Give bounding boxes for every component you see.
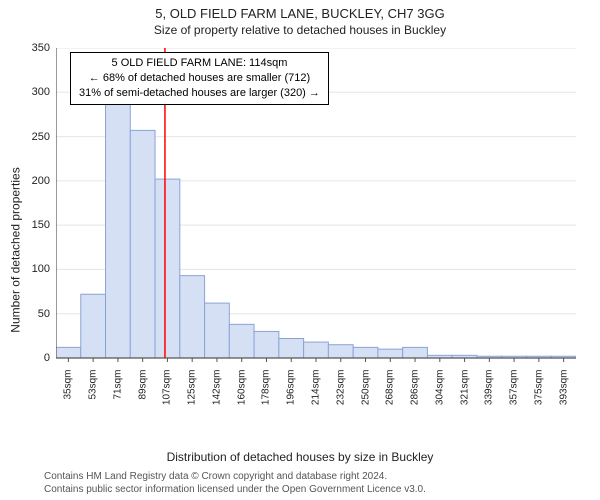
footer-line-1: Contains HM Land Registry data © Crown c…	[44, 470, 426, 483]
x-tick-label: 321sqm	[459, 370, 470, 420]
histogram-bar	[378, 349, 403, 358]
x-tick-label: 89sqm	[137, 370, 148, 420]
annotation-line-3: 31% of semi-detached houses are larger (…	[79, 86, 320, 101]
x-tick-label: 304sqm	[434, 370, 445, 420]
x-tick-label: 375sqm	[533, 370, 544, 420]
y-axis-label-wrap: Number of detached properties	[6, 0, 26, 500]
chart-title: 5, OLD FIELD FARM LANE, BUCKLEY, CH7 3GG	[0, 0, 600, 21]
histogram-bar	[304, 342, 329, 358]
x-tick-label: 71sqm	[112, 370, 123, 420]
x-tick-label: 268sqm	[385, 370, 396, 420]
x-tick-label: 125sqm	[187, 370, 198, 420]
histogram-bar	[56, 347, 81, 358]
histogram-bar	[254, 331, 279, 358]
histogram-bar	[106, 104, 131, 358]
chart-subtitle: Size of property relative to detached ho…	[0, 21, 600, 37]
y-tick-label: 300	[22, 86, 50, 98]
y-tick-label: 200	[22, 175, 50, 187]
histogram-bar	[229, 324, 254, 358]
y-tick-label: 0	[22, 352, 50, 364]
y-tick-label: 100	[22, 263, 50, 275]
x-tick-label: 393sqm	[558, 370, 569, 420]
histogram-bar	[81, 294, 106, 358]
histogram-bar	[403, 347, 428, 358]
x-tick-label: 178sqm	[261, 370, 272, 420]
chart-area: 050100150200250300350 35sqm53sqm71sqm89s…	[56, 48, 576, 408]
y-tick-label: 150	[22, 219, 50, 231]
x-tick-label: 214sqm	[311, 370, 322, 420]
x-tick-label: 339sqm	[484, 370, 495, 420]
y-tick-label: 350	[22, 42, 50, 54]
x-tick-label: 53sqm	[88, 370, 99, 420]
histogram-bar	[130, 130, 155, 358]
histogram-bar	[205, 303, 230, 358]
y-axis-label: Number of detached properties	[9, 167, 23, 332]
attribution-footer: Contains HM Land Registry data © Crown c…	[44, 470, 426, 496]
x-tick-label: 357sqm	[509, 370, 520, 420]
x-tick-label: 250sqm	[360, 370, 371, 420]
x-tick-label: 35sqm	[63, 370, 74, 420]
x-tick-label: 160sqm	[236, 370, 247, 420]
x-tick-label: 196sqm	[286, 370, 297, 420]
histogram-bar	[353, 347, 378, 358]
footer-line-2: Contains public sector information licen…	[44, 483, 426, 496]
x-tick-label: 142sqm	[211, 370, 222, 420]
histogram-bar	[328, 345, 353, 358]
histogram-bar	[155, 179, 180, 358]
x-tick-label: 286sqm	[410, 370, 421, 420]
annotation-line-1: 5 OLD FIELD FARM LANE: 114sqm	[79, 56, 320, 71]
histogram-bar	[180, 276, 205, 358]
annotation-line-2: ← 68% of detached houses are smaller (71…	[79, 71, 320, 86]
histogram-bar	[279, 339, 304, 358]
annotation-box: 5 OLD FIELD FARM LANE: 114sqm ← 68% of d…	[70, 52, 329, 105]
x-tick-label: 232sqm	[335, 370, 346, 420]
x-axis-label: Distribution of detached houses by size …	[0, 450, 600, 464]
x-tick-label: 107sqm	[162, 370, 173, 420]
y-tick-label: 50	[22, 308, 50, 320]
y-tick-label: 250	[22, 131, 50, 143]
